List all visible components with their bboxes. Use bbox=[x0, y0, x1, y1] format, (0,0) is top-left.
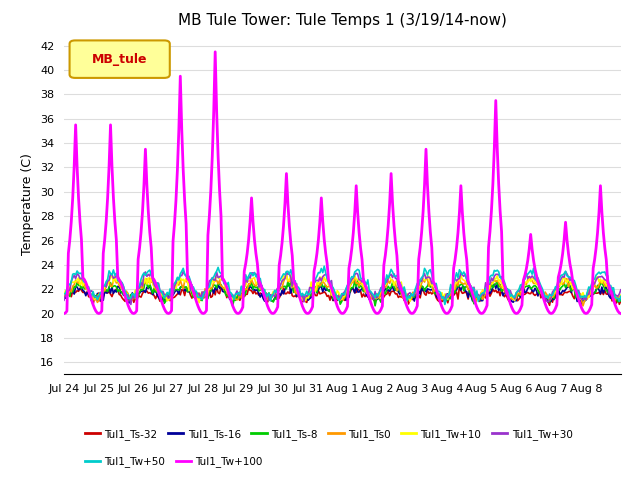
Tul1_Tw+30 bbox=[543, 298, 550, 304]
Tul1_Tw+50 bbox=[97, 290, 104, 296]
Tul1_Ts0 bbox=[541, 289, 549, 295]
Tul1_Tw+50 bbox=[321, 264, 328, 269]
Tul1_Ts-8 bbox=[97, 296, 104, 301]
Tul1_Tw+30 bbox=[97, 289, 104, 295]
Tul1_Tw+100 bbox=[458, 210, 466, 216]
Tul1_Tw+100 bbox=[60, 311, 68, 316]
Tul1_Ts-8 bbox=[60, 291, 68, 297]
Legend: Tul1_Tw+50, Tul1_Tw+100: Tul1_Tw+50, Tul1_Tw+100 bbox=[81, 452, 267, 471]
Tul1_Tw+30 bbox=[460, 273, 468, 279]
Tul1_Tw+30 bbox=[127, 301, 134, 307]
Tul1_Ts-32 bbox=[97, 299, 104, 304]
Tul1_Tw+30 bbox=[147, 268, 155, 274]
Tul1_Ts-8 bbox=[617, 298, 625, 304]
Line: Tul1_Tw+10: Tul1_Tw+10 bbox=[64, 275, 621, 302]
Tul1_Tw+100 bbox=[617, 311, 625, 316]
Tul1_Tw+10 bbox=[79, 283, 87, 288]
Tul1_Tw+50 bbox=[79, 277, 87, 283]
Tul1_Ts0 bbox=[616, 294, 623, 300]
Line: Tul1_Ts-8: Tul1_Ts-8 bbox=[64, 279, 621, 306]
Title: MB Tule Tower: Tule Temps 1 (3/19/14-now): MB Tule Tower: Tule Temps 1 (3/19/14-now… bbox=[178, 13, 507, 28]
Tul1_Ts-8 bbox=[371, 303, 379, 309]
Tul1_Ts0 bbox=[97, 292, 104, 298]
Tul1_Ts0 bbox=[283, 272, 291, 277]
Tul1_Ts-8 bbox=[348, 285, 356, 290]
Tul1_Ts-32 bbox=[541, 299, 549, 304]
Tul1_Ts0 bbox=[458, 280, 466, 286]
Tul1_Ts-32 bbox=[617, 298, 625, 304]
Tul1_Tw+50 bbox=[441, 301, 449, 307]
Tul1_Tw+50 bbox=[348, 274, 356, 279]
Tul1_Ts-16 bbox=[97, 298, 104, 303]
Tul1_Tw+10 bbox=[195, 300, 203, 305]
Tul1_Tw+100 bbox=[211, 49, 219, 55]
Tul1_Ts0 bbox=[617, 293, 625, 299]
Tul1_Tw+30 bbox=[79, 276, 87, 282]
Tul1_Tw+10 bbox=[349, 276, 357, 282]
Tul1_Tw+30 bbox=[616, 291, 623, 297]
Tul1_Tw+50 bbox=[60, 291, 68, 297]
Line: Tul1_Tw+30: Tul1_Tw+30 bbox=[64, 271, 621, 304]
Y-axis label: Temperature (C): Temperature (C) bbox=[22, 153, 35, 255]
Tul1_Ts-8 bbox=[79, 283, 87, 288]
Tul1_Tw+100 bbox=[79, 275, 87, 281]
Tul1_Ts-16 bbox=[346, 287, 354, 293]
Tul1_Ts-32 bbox=[60, 291, 68, 297]
Tul1_Ts-16 bbox=[578, 301, 586, 307]
Tul1_Ts-16 bbox=[457, 287, 465, 293]
Tul1_Tw+100 bbox=[614, 308, 621, 314]
Tul1_Ts0 bbox=[60, 294, 68, 300]
Tul1_Ts-8 bbox=[141, 276, 149, 282]
Tul1_Tw+10 bbox=[287, 272, 294, 278]
Tul1_Ts-32 bbox=[79, 289, 87, 295]
Tul1_Tw+100 bbox=[348, 245, 356, 251]
Line: Tul1_Ts-16: Tul1_Ts-16 bbox=[64, 284, 621, 304]
Tul1_Tw+30 bbox=[60, 298, 68, 303]
Tul1_Tw+100 bbox=[97, 310, 104, 316]
Tul1_Tw+10 bbox=[60, 292, 68, 298]
Tul1_Tw+50 bbox=[616, 299, 623, 304]
Text: MB_tule: MB_tule bbox=[92, 53, 147, 66]
Tul1_Ts-32 bbox=[213, 284, 221, 290]
Tul1_Ts-8 bbox=[616, 298, 623, 303]
Tul1_Ts-32 bbox=[458, 290, 466, 296]
Line: Tul1_Tw+50: Tul1_Tw+50 bbox=[64, 266, 621, 304]
Tul1_Tw+10 bbox=[543, 294, 550, 300]
Tul1_Ts-16 bbox=[541, 294, 549, 300]
Tul1_Ts-16 bbox=[490, 281, 498, 287]
Tul1_Ts0 bbox=[579, 303, 587, 309]
Tul1_Tw+10 bbox=[616, 292, 623, 298]
Tul1_Tw+30 bbox=[349, 275, 357, 281]
Tul1_Ts0 bbox=[348, 280, 356, 286]
Tul1_Ts-16 bbox=[79, 288, 87, 293]
Tul1_Tw+50 bbox=[460, 269, 468, 275]
Line: Tul1_Tw+100: Tul1_Tw+100 bbox=[64, 52, 621, 313]
Tul1_Tw+10 bbox=[460, 277, 468, 283]
Line: Tul1_Ts0: Tul1_Ts0 bbox=[64, 275, 621, 306]
Tul1_Ts-16 bbox=[616, 296, 623, 302]
Tul1_Tw+50 bbox=[617, 293, 625, 299]
Tul1_Ts-32 bbox=[546, 302, 554, 308]
Tul1_Ts-8 bbox=[543, 293, 550, 299]
Tul1_Ts-32 bbox=[616, 301, 623, 307]
Tul1_Ts-16 bbox=[60, 291, 68, 297]
Tul1_Ts0 bbox=[79, 283, 87, 289]
Tul1_Tw+30 bbox=[617, 287, 625, 293]
Tul1_Tw+10 bbox=[617, 292, 625, 298]
Tul1_Ts-16 bbox=[617, 297, 625, 303]
Tul1_Tw+50 bbox=[543, 293, 550, 299]
Tul1_Ts-32 bbox=[348, 285, 356, 291]
Line: Tul1_Ts-32: Tul1_Ts-32 bbox=[64, 287, 621, 305]
Tul1_Tw+10 bbox=[97, 290, 104, 296]
Tul1_Tw+100 bbox=[541, 301, 549, 307]
FancyBboxPatch shape bbox=[70, 40, 170, 78]
Tul1_Ts-8 bbox=[460, 288, 468, 294]
